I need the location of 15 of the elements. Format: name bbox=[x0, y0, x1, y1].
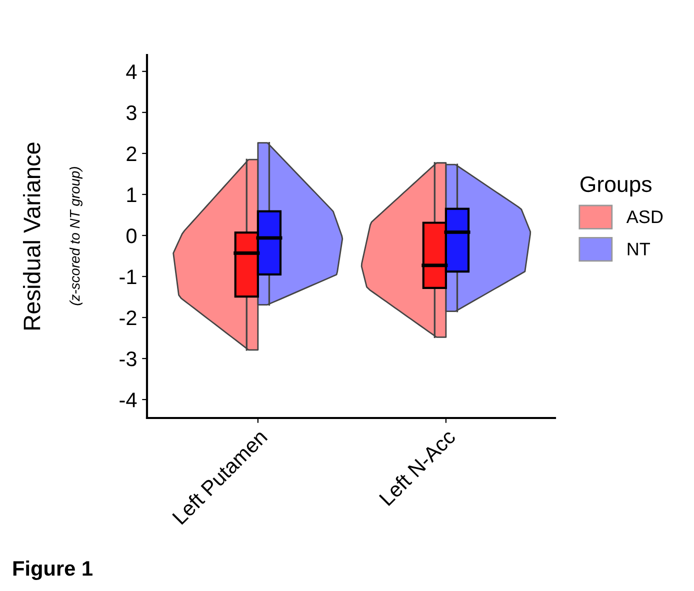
y-tick-label: -4 bbox=[120, 392, 137, 408]
legend-title: Groups bbox=[580, 176, 652, 196]
y-tick-label: -3 bbox=[120, 352, 136, 366]
y-tick-label: 2 bbox=[126, 146, 136, 161]
y-tick-label: 3 bbox=[126, 105, 136, 120]
y-tick-label: 4 bbox=[126, 64, 137, 79]
y-axis-title: Residual Variance bbox=[22, 142, 40, 330]
y-tick-label: 1 bbox=[127, 188, 136, 202]
y-tick-label: 0 bbox=[126, 228, 136, 244]
legend-label: NT bbox=[628, 242, 650, 256]
y-tick-label: -2 bbox=[120, 310, 136, 326]
y-tick-label: -1 bbox=[120, 270, 136, 284]
caption: Figure 1 bbox=[13, 560, 92, 580]
legend-label: ASD bbox=[626, 210, 663, 224]
text: (z-scored to NT group) bbox=[70, 166, 82, 306]
